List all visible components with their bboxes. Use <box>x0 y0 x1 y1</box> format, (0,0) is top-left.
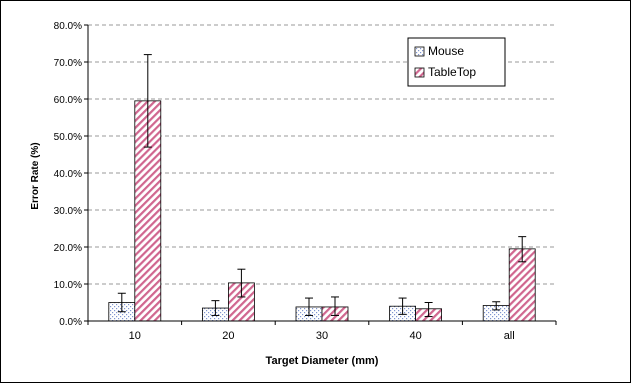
y-tick-label: 0.0% <box>59 317 82 328</box>
y-tick-label: 40.0% <box>54 169 82 180</box>
x-tick-label: all <box>504 330 515 342</box>
y-tick-label: 20.0% <box>54 243 82 254</box>
x-tick-label: 10 <box>129 330 141 342</box>
y-tick-label: 80.0% <box>54 21 82 32</box>
y-tick-label: 60.0% <box>54 95 82 106</box>
x-tick-label: 30 <box>316 330 328 342</box>
axes: 0.0% 10.0% 20.0% 30.0% 40.0% 50.0% 60.0% 70.0% 8… <box>54 21 557 342</box>
x-tick-label: 40 <box>409 330 421 342</box>
y-axis-label: Error Rate (%) <box>30 142 41 209</box>
y-tick-label: 50.0% <box>54 132 82 143</box>
legend-swatch-tabletop <box>414 67 425 78</box>
y-tick-label: 30.0% <box>54 206 82 217</box>
y-tick-label: 70.0% <box>54 58 82 69</box>
y-tick-label: 10.0% <box>54 280 82 291</box>
x-axis-label: Target Diameter (mm) <box>266 355 379 367</box>
legend-swatch-mouse <box>414 46 425 57</box>
legend-label-tabletop: TableTop <box>428 65 476 79</box>
error-bars <box>117 54 527 318</box>
legend-label-mouse: Mouse <box>428 44 464 58</box>
legend-frame <box>407 37 506 87</box>
x-tick-label: 20 <box>222 330 234 342</box>
gridlines <box>88 24 556 285</box>
legend: Mouse TableTop <box>407 37 506 87</box>
